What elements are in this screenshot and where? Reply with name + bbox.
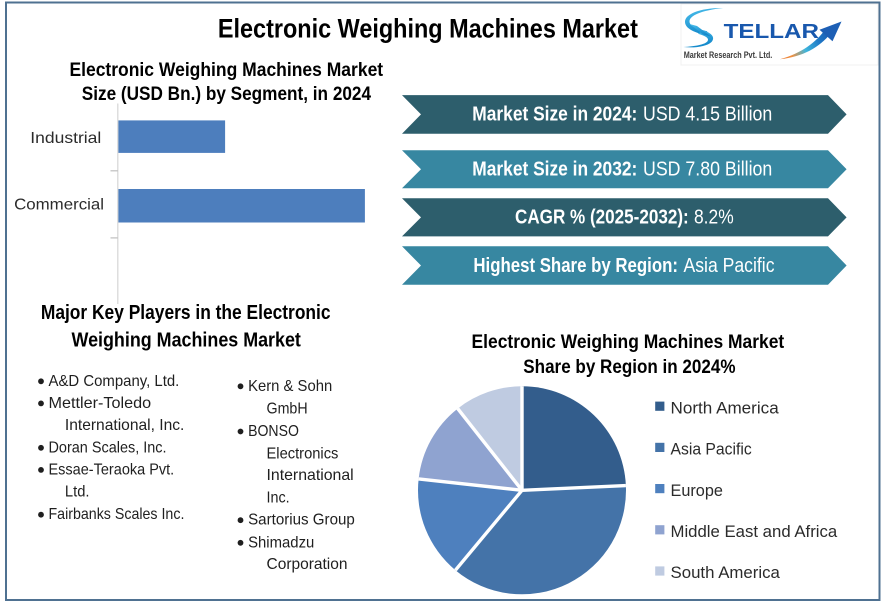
svg-text:Industrial: Industrial (30, 130, 101, 147)
svg-text:TELLAR: TELLAR (724, 20, 820, 43)
svg-text:Electronics: Electronics (267, 446, 339, 463)
svg-text:Ltd.: Ltd. (65, 484, 90, 501)
svg-text:A&D Company, Ltd.: A&D Company, Ltd. (49, 373, 180, 390)
svg-text:North America: North America (671, 398, 780, 417)
svg-text:Weighing Machines Market: Weighing Machines Market (72, 330, 302, 352)
svg-text:Middle East and Africa: Middle East and Africa (671, 522, 838, 541)
svg-text:South America: South America (671, 563, 781, 582)
svg-text:Kern & Sohn: Kern & Sohn (248, 378, 332, 395)
svg-text:Electronic Weighing Machines M: Electronic Weighing Machines Market (69, 60, 383, 81)
svg-text:Share by Region in 2024%: Share by Region in 2024% (523, 357, 735, 378)
svg-text:Inc.: Inc. (267, 490, 290, 507)
svg-text:Asia Pacific: Asia Pacific (671, 440, 753, 459)
svg-text:Electronic Weighing Machines M: Electronic Weighing Machines Market (472, 332, 785, 353)
svg-text:Doran Scales, Inc.: Doran Scales, Inc. (49, 439, 167, 456)
svg-text:8.2%: 8.2% (694, 207, 734, 229)
svg-text:Sartorius Group: Sartorius Group (248, 512, 355, 529)
svg-text:Major Key Players in the Elect: Major Key Players in the Electronic (41, 302, 331, 324)
svg-text:Size (USD Bn.) by Segment, in: Size (USD Bn.) by Segment, in 2024 (82, 84, 372, 105)
svg-text:Essae-Teraoka Pvt.: Essae-Teraoka Pvt. (49, 461, 175, 478)
svg-text:International, Inc.: International, Inc. (65, 417, 184, 434)
svg-text:Highest Share by Region:: Highest Share by Region: (473, 255, 678, 277)
svg-text:Market Research Pvt. Ltd.: Market Research Pvt. Ltd. (684, 50, 773, 60)
svg-text:USD 7.80 Billion: USD 7.80 Billion (643, 159, 772, 181)
svg-text:Market Size in 2032:: Market Size in 2032: (472, 159, 637, 181)
svg-text:Commercial: Commercial (14, 197, 104, 214)
svg-text:Europe: Europe (671, 481, 723, 500)
svg-text:BONSO: BONSO (248, 423, 299, 440)
svg-text:Market Size in 2024:: Market Size in 2024: (472, 104, 637, 126)
svg-text:Electronic Weighing Machines M: Electronic Weighing Machines Market (218, 14, 638, 44)
svg-text:Asia Pacific: Asia Pacific (684, 255, 775, 277)
svg-text:GmbH: GmbH (267, 400, 308, 417)
svg-text:Corporation: Corporation (267, 556, 348, 573)
svg-text:USD 4.15 Billion: USD 4.15 Billion (643, 104, 772, 126)
svg-text:Mettler-Toledo: Mettler-Toledo (49, 395, 152, 412)
svg-text:CAGR % (2025-2032):: CAGR % (2025-2032): (515, 207, 689, 229)
svg-text:International: International (267, 467, 354, 484)
svg-text:Shimadzu: Shimadzu (248, 534, 314, 551)
svg-text:Fairbanks Scales Inc.: Fairbanks Scales Inc. (49, 506, 185, 523)
